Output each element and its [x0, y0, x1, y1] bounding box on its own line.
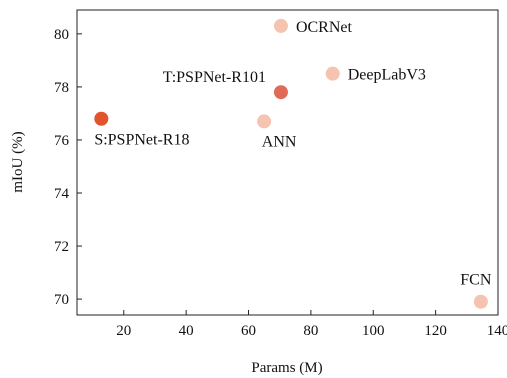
plot-frame	[76, 9, 499, 316]
data-point	[273, 18, 288, 33]
point-label: T:PSPNet-R101	[163, 69, 266, 86]
y-tick-label: 76	[54, 133, 70, 149]
point-label: S:PSPNet-R18	[94, 132, 189, 149]
y-axis-ticks: 70 72 74 76 78 80	[54, 27, 82, 308]
data-point	[94, 111, 109, 126]
x-tick-label: 20	[116, 323, 131, 339]
x-tick-label: 100	[362, 323, 385, 339]
x-tick-label: 140	[487, 323, 507, 339]
data-point	[273, 85, 288, 100]
point-label: FCN	[460, 272, 492, 289]
data-point	[257, 114, 272, 129]
point-label: OCRNet	[296, 19, 353, 36]
data-points	[94, 18, 488, 309]
x-tick-label: 80	[303, 323, 318, 339]
point-label: ANN	[262, 133, 297, 150]
data-point	[325, 66, 340, 81]
x-axis-ticks: 20 40 60 80 100 120 140	[116, 310, 507, 339]
x-tick-label: 40	[179, 323, 194, 339]
y-tick-label: 70	[54, 292, 69, 308]
data-point	[473, 294, 488, 309]
y-tick-label: 74	[54, 186, 70, 202]
y-tick-label: 80	[54, 27, 69, 43]
point-labels: OCRNet DeepLabV3 T:PSPNet-R101 ANN S:PSPNet-…	[94, 19, 492, 289]
x-tick-label: 120	[424, 323, 447, 339]
x-tick-label: 60	[241, 323, 256, 339]
y-axis-label: mIoU (%)	[10, 131, 26, 192]
point-label: DeepLabV3	[348, 67, 426, 84]
y-tick-label: 72	[54, 239, 69, 255]
x-axis-label: Params (M)	[251, 360, 322, 376]
y-tick-label: 78	[54, 80, 69, 96]
